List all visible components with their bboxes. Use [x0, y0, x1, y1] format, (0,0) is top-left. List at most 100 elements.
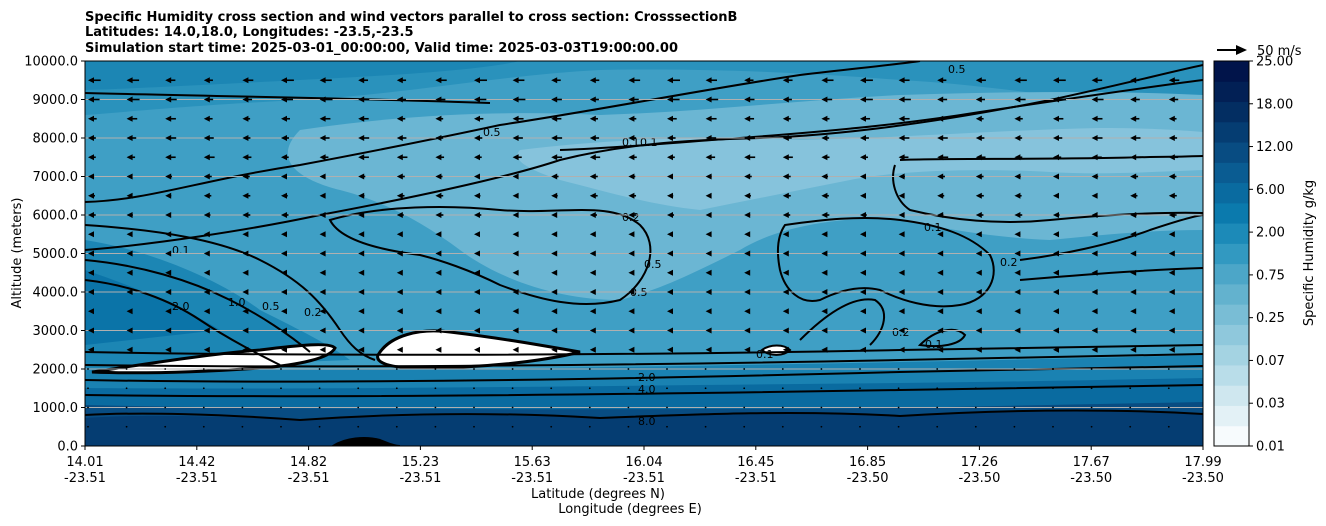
contour-label: 2.0 [638, 371, 656, 384]
wind-vector-head [551, 327, 558, 334]
wind-vector-head [435, 192, 442, 199]
wind-vector [395, 406, 398, 409]
wind-vector-head [1130, 154, 1137, 161]
wind-vector-head [1014, 77, 1021, 84]
wind-vector-head [744, 231, 751, 238]
wind-vector-head [705, 327, 712, 334]
wind-vector-head [165, 192, 172, 199]
contour-line [917, 328, 967, 348]
colorbar-tick-label: 0.03 [1256, 397, 1285, 412]
wind-vector [1129, 406, 1132, 409]
wind-vector-head [667, 192, 673, 199]
wind-vector [627, 425, 630, 428]
colorbar-segment [1214, 405, 1249, 427]
wind-vector-head [860, 154, 866, 161]
wind-vector-head [358, 289, 365, 295]
x-axis-label-lat: Latitude (degrees N) [531, 487, 665, 502]
wind-vector-head [744, 154, 751, 161]
y-tick-label: 5000.0 [33, 247, 79, 262]
wind-vector-head [937, 154, 944, 161]
wind-vector-head [1053, 289, 1059, 295]
wind-vector-head [435, 289, 442, 295]
wind-vector-head [88, 135, 94, 141]
wind-vector-head [126, 231, 133, 238]
wind-vector-head [667, 115, 673, 122]
wind-vector-head [126, 135, 133, 141]
x-tick-label-lon: -23.51 [623, 471, 665, 486]
wind-vector-head [821, 154, 828, 161]
wind-vector-head [705, 135, 712, 141]
wind-vector-head [975, 212, 982, 218]
wind-vector-head [589, 212, 596, 218]
quiver-key: 50 m/s [1217, 44, 1302, 59]
contour-label: 0.2 [892, 326, 910, 339]
wind-vector [1167, 406, 1170, 409]
wind-vector-head [1053, 173, 1059, 180]
wind-vector-head [898, 212, 905, 218]
wind-vector-head [1130, 212, 1137, 218]
wind-vector-head [898, 154, 905, 161]
wind-vector-head [937, 135, 944, 141]
wind-vector-head [782, 346, 789, 353]
wind-vector-head [589, 192, 596, 199]
wind-vector [859, 368, 861, 370]
wind-vector-head [975, 308, 982, 315]
wind-vector-head [628, 327, 635, 334]
wind-vector-head [396, 135, 403, 141]
wind-vector-head [203, 115, 210, 122]
wind-vector-head [898, 115, 905, 122]
wind-vector-head [975, 250, 982, 257]
wind-vector [666, 368, 668, 370]
wind-vector [550, 387, 553, 390]
wind-vector-head [821, 96, 828, 103]
wind-vector-head [1130, 173, 1137, 180]
wind-vector-head [1168, 77, 1175, 84]
wind-vector-head [782, 269, 789, 276]
wind-vector [588, 406, 591, 409]
wind-vector-head [1014, 212, 1021, 218]
wind-vector-head [551, 289, 558, 295]
wind-vector [280, 425, 282, 428]
wind-vector-head [1053, 346, 1059, 353]
wind-vector-head [435, 231, 442, 238]
wind-vector-head [1014, 250, 1021, 257]
wind-vector-head [782, 192, 789, 199]
wind-vector-head [319, 154, 326, 161]
wind-vector-head [319, 115, 326, 122]
wind-vector-head [1168, 346, 1175, 353]
wind-vector-head [705, 192, 712, 199]
y-tick-label: 3000.0 [33, 324, 79, 339]
x-tick-label-lon: -23.51 [288, 471, 330, 486]
wind-vector-head [1091, 346, 1098, 353]
wind-vector-head [281, 173, 287, 180]
wind-vector-head [744, 269, 751, 276]
wind-vector-head [705, 154, 712, 161]
contour-line [1019, 267, 1203, 281]
wind-vector-head [203, 289, 210, 295]
colorbar-segment [1214, 283, 1249, 305]
wind-vector-head [242, 96, 249, 103]
wind-vector-head [551, 115, 558, 122]
x-tick-label-lat: 15.23 [402, 455, 439, 470]
wind-vector [125, 368, 128, 370]
wind-vector [511, 387, 514, 390]
wind-vector-head [512, 135, 519, 141]
chart-title-line-2: Latitudes: 14.0,18.0, Longitudes: -23.5,… [85, 25, 414, 40]
wind-vector-head [782, 115, 789, 122]
wind-vector [318, 387, 321, 390]
wind-vector [820, 368, 823, 370]
wind-vector-head [435, 77, 442, 84]
wind-vector-head [1130, 96, 1137, 103]
wind-vector-head [782, 154, 789, 161]
wind-vector-head [782, 173, 789, 180]
wind-vector-head [358, 192, 365, 199]
contour-label: 0.1 [640, 136, 658, 149]
colorbar-segment [1214, 385, 1249, 406]
wind-vector [1052, 406, 1054, 409]
wind-vector-head [474, 77, 480, 84]
wind-vector [1167, 387, 1170, 390]
wind-vector-head [512, 173, 519, 180]
wind-vector-head [1168, 327, 1175, 334]
wind-vector-head [512, 192, 519, 199]
wind-vector-head [203, 327, 210, 334]
